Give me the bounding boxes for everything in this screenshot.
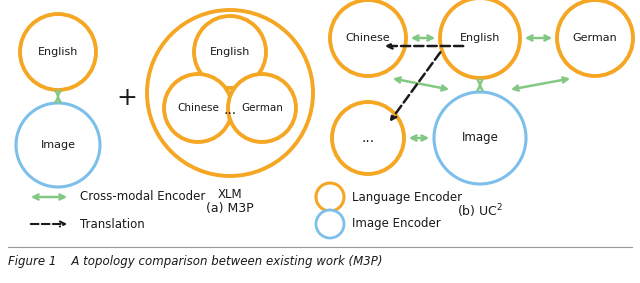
Text: ...: ...: [223, 103, 237, 117]
Text: German: German: [241, 103, 283, 113]
Text: Cross-modal Encoder: Cross-modal Encoder: [80, 190, 205, 203]
Text: English: English: [38, 47, 78, 57]
Circle shape: [332, 102, 404, 174]
Circle shape: [440, 0, 520, 78]
Text: English: English: [210, 47, 250, 57]
Circle shape: [228, 74, 296, 142]
Text: Translation: Translation: [80, 218, 145, 230]
Text: Image: Image: [40, 140, 76, 150]
Circle shape: [16, 103, 100, 187]
Text: Language Encoder: Language Encoder: [352, 190, 462, 203]
Circle shape: [164, 74, 232, 142]
Text: Figure 1    A topology comparison between existing work (M3P): Figure 1 A topology comparison between e…: [8, 256, 383, 269]
Text: (b) UC$^2$: (b) UC$^2$: [457, 202, 503, 220]
Text: XLM: XLM: [218, 188, 243, 201]
Circle shape: [330, 0, 406, 76]
Circle shape: [20, 14, 96, 90]
Text: ...: ...: [362, 131, 374, 145]
Text: English: English: [460, 33, 500, 43]
Text: (a) M3P: (a) M3P: [206, 202, 254, 215]
Text: Image: Image: [461, 132, 499, 145]
Circle shape: [434, 92, 526, 184]
Circle shape: [194, 16, 266, 88]
Text: Chinese: Chinese: [177, 103, 219, 113]
Circle shape: [147, 10, 313, 176]
Text: Image Encoder: Image Encoder: [352, 218, 441, 230]
Circle shape: [316, 210, 344, 238]
Text: +: +: [116, 86, 138, 110]
Text: German: German: [573, 33, 618, 43]
Circle shape: [316, 183, 344, 211]
Circle shape: [557, 0, 633, 76]
Text: Chinese: Chinese: [346, 33, 390, 43]
